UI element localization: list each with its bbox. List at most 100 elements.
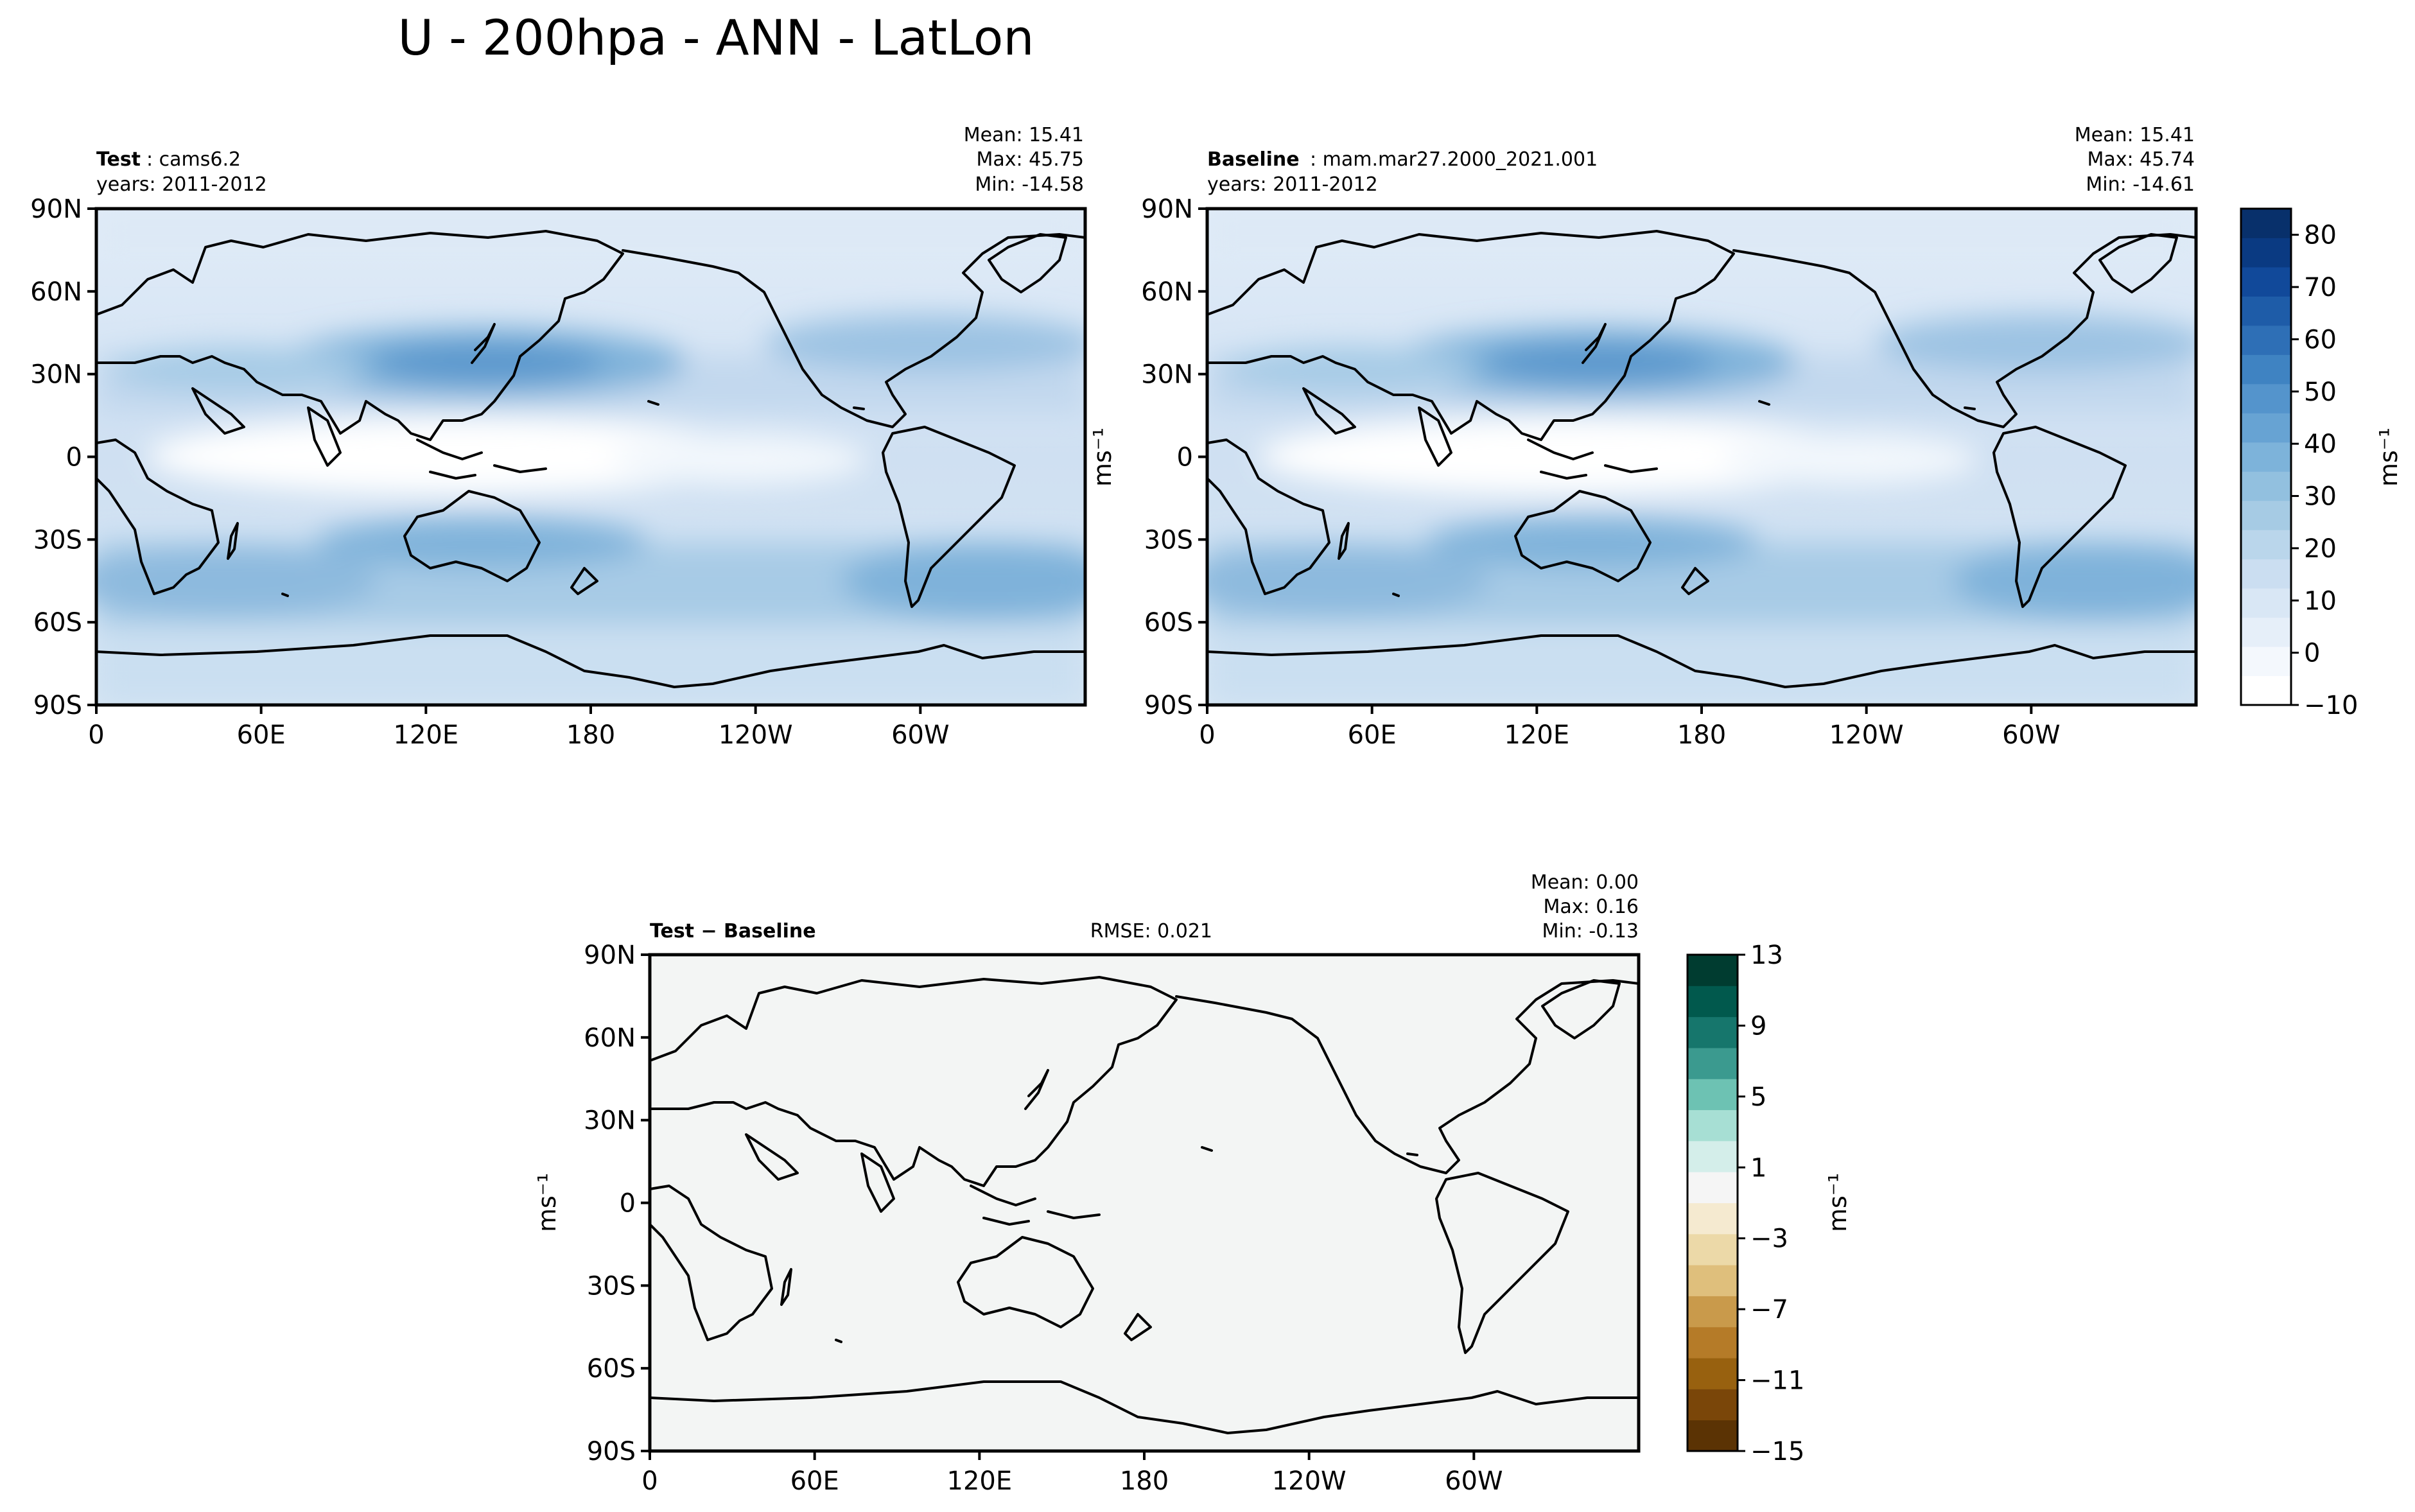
main-colorbar-tick-label: 30 bbox=[2304, 482, 2337, 512]
diff-colorbar-swatch bbox=[1687, 1016, 1738, 1048]
main-colorbar-swatch bbox=[2241, 354, 2291, 385]
baseline-xtick-label: 120E bbox=[1504, 720, 1570, 750]
main-colorbar-label: ms⁻¹ bbox=[2375, 428, 2403, 487]
panel-test: Test : cams6.2 years: 2011-2012 Mean: 15… bbox=[94, 124, 1087, 707]
diff-colorbar-swatch bbox=[1687, 1296, 1738, 1328]
diff-ytick-label: 60S bbox=[587, 1354, 636, 1384]
diff-ytick-label: 0 bbox=[620, 1189, 636, 1219]
test-max: Max: 45.75 bbox=[976, 148, 1084, 171]
diff-unit-label: ms⁻¹ bbox=[533, 1173, 561, 1232]
baseline-ytick-label: 90N bbox=[1141, 195, 1193, 224]
baseline-xtick-label: 120W bbox=[1829, 720, 1904, 750]
test-ytick-label: 60S bbox=[33, 608, 82, 638]
diff-colorbar-tick-label: −7 bbox=[1750, 1295, 1788, 1325]
diff-colorbar-swatch bbox=[1687, 1233, 1738, 1265]
diff-xtick-label: 120W bbox=[1272, 1466, 1347, 1496]
diff-xtick-label: 120E bbox=[947, 1466, 1013, 1496]
main-colorbar-swatch bbox=[2241, 209, 2291, 238]
diff-colorbar: 13 9 5 1 −3 −7 −11 −15 bbox=[1686, 941, 1804, 1466]
test-label-bold: Test bbox=[96, 148, 141, 171]
diff-colorbar-swatch bbox=[1687, 1358, 1738, 1389]
test-ytick-label: 90S bbox=[33, 691, 82, 720]
test-years: years: 2011-2012 bbox=[96, 173, 267, 196]
diff-colorbar-frame bbox=[1686, 953, 1739, 1452]
diff-colorbar-swatch bbox=[1687, 1389, 1738, 1421]
main-colorbar-tick-label: 80 bbox=[2304, 221, 2337, 250]
main-colorbar-swatch bbox=[2241, 296, 2291, 326]
test-ytick-label: 30S bbox=[33, 525, 82, 555]
diff-colorbar-swatch bbox=[1687, 1109, 1738, 1142]
diff-colorbar-tick-label: 9 bbox=[1750, 1011, 1766, 1041]
baseline-ytick-label: 60S bbox=[1144, 608, 1193, 638]
baseline-map bbox=[1207, 209, 2196, 705]
test-ytick-label: 90N bbox=[30, 195, 82, 224]
test-ytick-label: 30N bbox=[30, 360, 82, 390]
main-colorbar-tick-label: 60 bbox=[2304, 325, 2337, 354]
baseline-ytick-label: 30S bbox=[1144, 525, 1193, 555]
diff-ytick-label: 60N bbox=[584, 1023, 636, 1053]
main-colorbar-swatch bbox=[2241, 559, 2291, 589]
baseline-max: Max: 45.74 bbox=[2087, 148, 2195, 171]
panel-diff: Test − Baseline RMSE: 0.021 Mean: 0.00 M… bbox=[533, 871, 1641, 1453]
diff-colorbar-tick-label: −3 bbox=[1750, 1224, 1788, 1254]
diff-xtick-label: 60E bbox=[790, 1466, 839, 1496]
baseline-unit-label: ms⁻¹ bbox=[1088, 428, 1117, 487]
diff-xtick-label: 180 bbox=[1120, 1466, 1169, 1496]
main-colorbar-frame bbox=[2240, 207, 2292, 706]
diff-colorbar-swatch bbox=[1687, 1079, 1738, 1111]
baseline-ytick-label: 30N bbox=[1141, 360, 1193, 390]
diff-colorbar-swatch bbox=[1687, 1203, 1738, 1235]
panel-baseline: Baseline : mam.mar27.2000_2021.001 years… bbox=[1088, 124, 2198, 707]
main-colorbar-swatch bbox=[2241, 647, 2291, 677]
test-xtick-label: 0 bbox=[88, 720, 104, 750]
diff-field bbox=[650, 955, 1639, 1451]
baseline-xtick-label: 60W bbox=[2002, 720, 2060, 750]
diff-label: Test − Baseline bbox=[650, 920, 816, 943]
test-min: Min: -14.58 bbox=[975, 173, 1084, 196]
diff-colorbar-swatch bbox=[1687, 1326, 1738, 1359]
main-colorbar-swatch bbox=[2241, 383, 2291, 413]
diff-colorbar-tick-label: 1 bbox=[1750, 1153, 1766, 1183]
main-colorbar: 80 70 60 50 40 30 20 10 0 −10 bbox=[2240, 207, 2358, 720]
diff-ytick-label: 90S bbox=[587, 1437, 636, 1466]
diff-mean: Mean: 0.00 bbox=[1531, 871, 1639, 894]
test-ytick-label: 0 bbox=[66, 443, 82, 473]
test-label-rest: : cams6.2 bbox=[146, 148, 241, 171]
main-colorbar-swatch bbox=[2241, 442, 2291, 472]
diff-ytick-label: 30N bbox=[584, 1106, 636, 1136]
baseline-xtick-label: 0 bbox=[1199, 720, 1215, 750]
figure-title: U - 200hpa - ANN - LatLon bbox=[397, 9, 1034, 66]
baseline-xtick-label: 60E bbox=[1348, 720, 1397, 750]
diff-colorbar-tick-label: 13 bbox=[1750, 941, 1783, 970]
diff-colorbar-tick-label: 5 bbox=[1750, 1082, 1766, 1112]
diff-ytick-label: 90N bbox=[584, 941, 636, 970]
main-colorbar-swatch bbox=[2241, 238, 2291, 268]
main-colorbar-swatch bbox=[2241, 617, 2291, 647]
diff-colorbar-swatch bbox=[1687, 1265, 1738, 1296]
test-xtick-label: 60E bbox=[237, 720, 286, 750]
diff-xtick-label: 60W bbox=[1445, 1466, 1503, 1496]
diff-ytick-label: 30S bbox=[587, 1271, 636, 1301]
diff-min: Min: -0.13 bbox=[1542, 920, 1639, 943]
main-colorbar-swatch bbox=[2241, 588, 2291, 618]
test-xtick-label: 120E bbox=[394, 720, 459, 750]
baseline-label-bold: Baseline bbox=[1207, 148, 1300, 171]
test-xtick-label: 180 bbox=[566, 720, 615, 750]
diff-colorbar-swatch bbox=[1687, 1420, 1738, 1452]
main-colorbar-tick-label: 50 bbox=[2304, 378, 2337, 407]
diff-colorbar-label: ms⁻¹ bbox=[1824, 1173, 1852, 1232]
test-ytick-label: 60N bbox=[30, 277, 82, 307]
diff-map bbox=[650, 955, 1639, 1451]
main-colorbar-swatch bbox=[2241, 266, 2291, 297]
baseline-years: years: 2011-2012 bbox=[1207, 173, 1378, 196]
main-colorbar-swatch bbox=[2241, 500, 2291, 530]
diff-colorbar-swatch bbox=[1687, 955, 1738, 986]
main-colorbar-tick-label: 0 bbox=[2304, 639, 2320, 668]
test-mean: Mean: 15.41 bbox=[964, 124, 1084, 146]
test-map bbox=[96, 209, 1085, 705]
diff-max: Max: 0.16 bbox=[1544, 896, 1639, 918]
diff-colorbar-swatch bbox=[1687, 1047, 1738, 1079]
diff-colorbar-swatch bbox=[1687, 986, 1738, 1018]
test-xtick-label: 60W bbox=[891, 720, 949, 750]
